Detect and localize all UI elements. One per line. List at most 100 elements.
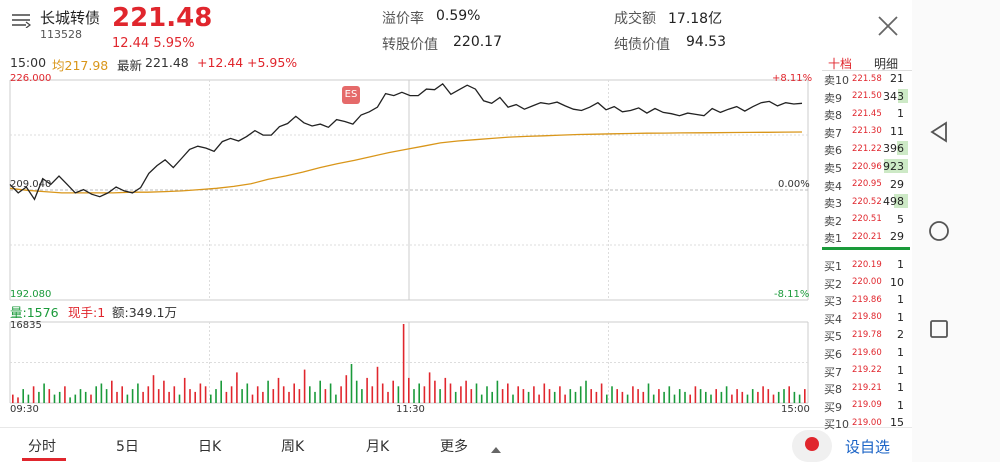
tab-weekly-k[interactable]: 周K [281, 439, 305, 455]
bid-row[interactable]: 买1 220.19 1 [824, 256, 908, 274]
ask-row[interactable]: 卖4 220.95 29 [824, 176, 908, 194]
volume-bar [69, 397, 71, 403]
tab-intraday[interactable]: 分时 [28, 439, 56, 455]
volume-bar [147, 386, 150, 403]
volume-bar [460, 386, 462, 403]
bid-qty: 1 [897, 346, 904, 359]
volume-bar [277, 377, 280, 403]
back-triangle-icon[interactable] [928, 121, 950, 147]
volume-bar [652, 394, 655, 403]
volume-bar [507, 383, 509, 403]
bid-row[interactable]: 买5 219.78 2 [824, 326, 908, 344]
ask-row[interactable]: 卖7 221.30 11 [824, 123, 908, 141]
bid-price: 219.00 [852, 417, 882, 428]
bid-row[interactable]: 买10 219.00 15 [824, 414, 908, 432]
volume-bar [230, 386, 233, 403]
volume-bar [668, 386, 671, 403]
volume-bar [32, 386, 35, 403]
tab-detail[interactable]: 明细 [874, 57, 899, 71]
menu-lines-icon[interactable] [10, 12, 32, 29]
current-price: 221.48 [112, 3, 213, 33]
volume-bar [131, 389, 134, 403]
volume-bar [465, 380, 467, 403]
volume-bar [804, 389, 806, 403]
tab-daily-k[interactable]: 日K [198, 439, 222, 455]
average-line [9, 131, 803, 194]
y-axis-bottom: 192.080 [10, 289, 52, 300]
volume-bar [710, 394, 712, 403]
bid-qty: 2 [897, 328, 904, 342]
bond-value: 94.53 [686, 34, 727, 50]
latest-pct: +5.95% [247, 55, 298, 70]
volume-bar [564, 394, 566, 403]
close-x-icon[interactable] [876, 14, 900, 38]
bid-row[interactable]: 买2 220.00 10 [824, 274, 908, 292]
bid-row[interactable]: 买6 219.60 1 [824, 344, 908, 362]
volume-bar [793, 391, 796, 403]
volume-bar [64, 386, 66, 403]
bid-row[interactable]: 买9 219.09 1 [824, 397, 908, 415]
ask-row[interactable]: 卖1 220.21 29 [824, 228, 908, 246]
volume-bar [256, 386, 259, 403]
volume-bar [486, 386, 488, 403]
volume-bar [746, 394, 749, 403]
volume-bar [262, 391, 264, 403]
volume-bar [444, 377, 447, 403]
volume-bar [798, 394, 801, 403]
bid-price: 219.60 [852, 347, 882, 358]
ask-level-label: 卖10 [824, 74, 849, 87]
volume-bar [626, 394, 629, 403]
chart-grid [9, 79, 809, 404]
ask-row[interactable]: 卖8 221.45 1 [824, 105, 908, 123]
volume-bar [595, 391, 598, 403]
recents-square-icon[interactable] [929, 319, 949, 343]
add-watchlist-button[interactable]: 设自选 [845, 438, 891, 456]
volume-label: 量:1576 [10, 305, 59, 320]
volume-bar [616, 389, 618, 403]
bid-price: 219.86 [852, 294, 882, 305]
bid-qty: 1 [897, 398, 904, 412]
ask-row[interactable]: 卖10 221.58 21 [824, 70, 908, 88]
ask-row[interactable]: 卖6 221.22 396 [824, 140, 908, 158]
volume-bar [731, 394, 733, 403]
volume-bar [736, 389, 738, 403]
ask-row[interactable]: 卖5 220.96 923 [824, 158, 908, 176]
ask-price: 220.21 [852, 231, 882, 242]
ask-row[interactable]: 卖9 221.50 343 [824, 88, 908, 106]
volume-bar [475, 383, 478, 403]
volume-bar [559, 386, 561, 403]
es-marker-badge[interactable]: ES [342, 86, 360, 104]
bid-qty: 1 [897, 293, 904, 307]
ask-row[interactable]: 卖3 220.52 498 [824, 193, 908, 211]
ask-row[interactable]: 卖2 220.51 5 [824, 211, 908, 229]
volume-bar [548, 389, 551, 403]
home-circle-icon[interactable] [928, 220, 950, 246]
volume-bar [402, 324, 405, 403]
ask-level-label: 卖2 [824, 214, 842, 228]
ask-price: 220.96 [852, 161, 882, 172]
intraday-chart[interactable] [0, 70, 815, 420]
bid-row[interactable]: 买7 219.22 1 [824, 362, 908, 380]
volume-bar [496, 380, 499, 403]
triangle-up-icon[interactable] [490, 440, 502, 459]
bid-row[interactable]: 买3 219.86 1 [824, 291, 908, 309]
amount-label: 额:349.1万 [112, 305, 177, 320]
ask-qty-bar [898, 88, 908, 103]
volume-bar [522, 389, 525, 403]
bid-price: 219.21 [852, 382, 882, 393]
orderbook-divider [822, 247, 910, 250]
ask-qty: 21 [890, 72, 904, 85]
tab-monthly-k[interactable]: 月K [366, 439, 390, 455]
ask-qty-bar [884, 159, 908, 173]
tab-more[interactable]: 更多 [440, 439, 468, 455]
volume-bar [121, 386, 123, 403]
tab-5day[interactable]: 5日 [116, 439, 139, 455]
ask-level-label: 卖3 [824, 197, 842, 211]
volume-bar [142, 391, 144, 403]
volume-bar [199, 383, 202, 403]
tab-ten-levels[interactable]: 十档 [828, 57, 853, 71]
volume-bar [355, 380, 358, 403]
bid-row[interactable]: 买4 219.80 1 [824, 309, 908, 327]
record-button[interactable] [792, 430, 832, 462]
bid-row[interactable]: 买8 219.21 1 [824, 379, 908, 397]
